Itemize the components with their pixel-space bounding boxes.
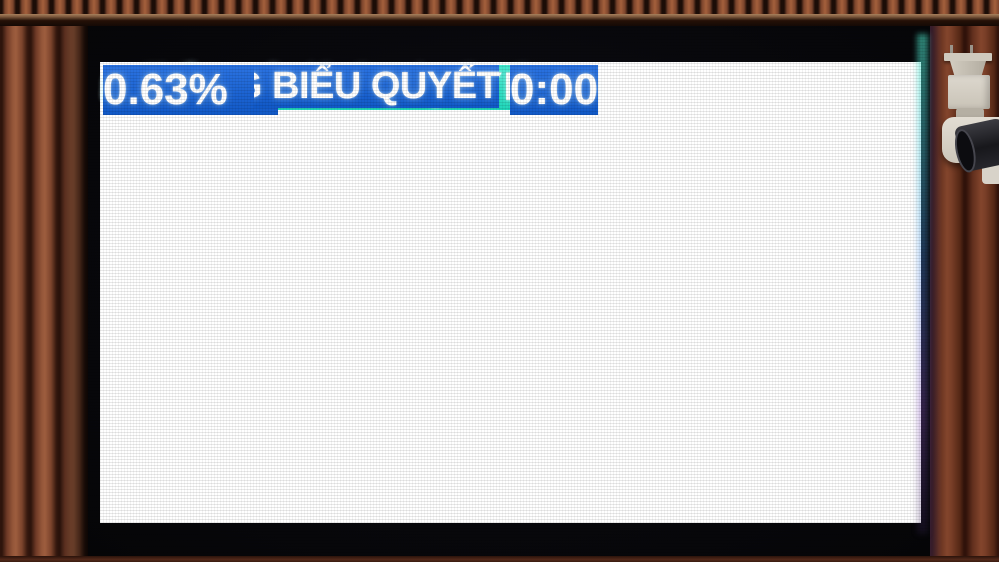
voting-results-table: KẾT QUẢ BIỂU QUYẾT THỜI GIAN 0:00 THAM G…	[100, 62, 921, 523]
row-value-time: 0:00	[510, 65, 599, 115]
wood-slats-top	[0, 0, 999, 14]
camera-mount-bracket	[950, 61, 986, 78]
row-percent-abstain: 0.63%	[103, 65, 254, 115]
screen-edge-glow	[917, 34, 928, 534]
wood-wall-left	[0, 26, 88, 562]
wood-base-strip	[0, 556, 999, 562]
camera-mount-screw	[950, 45, 953, 54]
surveillance-camera-icon	[936, 44, 999, 194]
camera-lens-icon	[953, 117, 999, 173]
wood-rail	[0, 14, 999, 26]
camera-mount-plate	[944, 53, 992, 61]
camera-mount-head	[948, 75, 990, 109]
camera-mount-screw	[970, 45, 973, 54]
